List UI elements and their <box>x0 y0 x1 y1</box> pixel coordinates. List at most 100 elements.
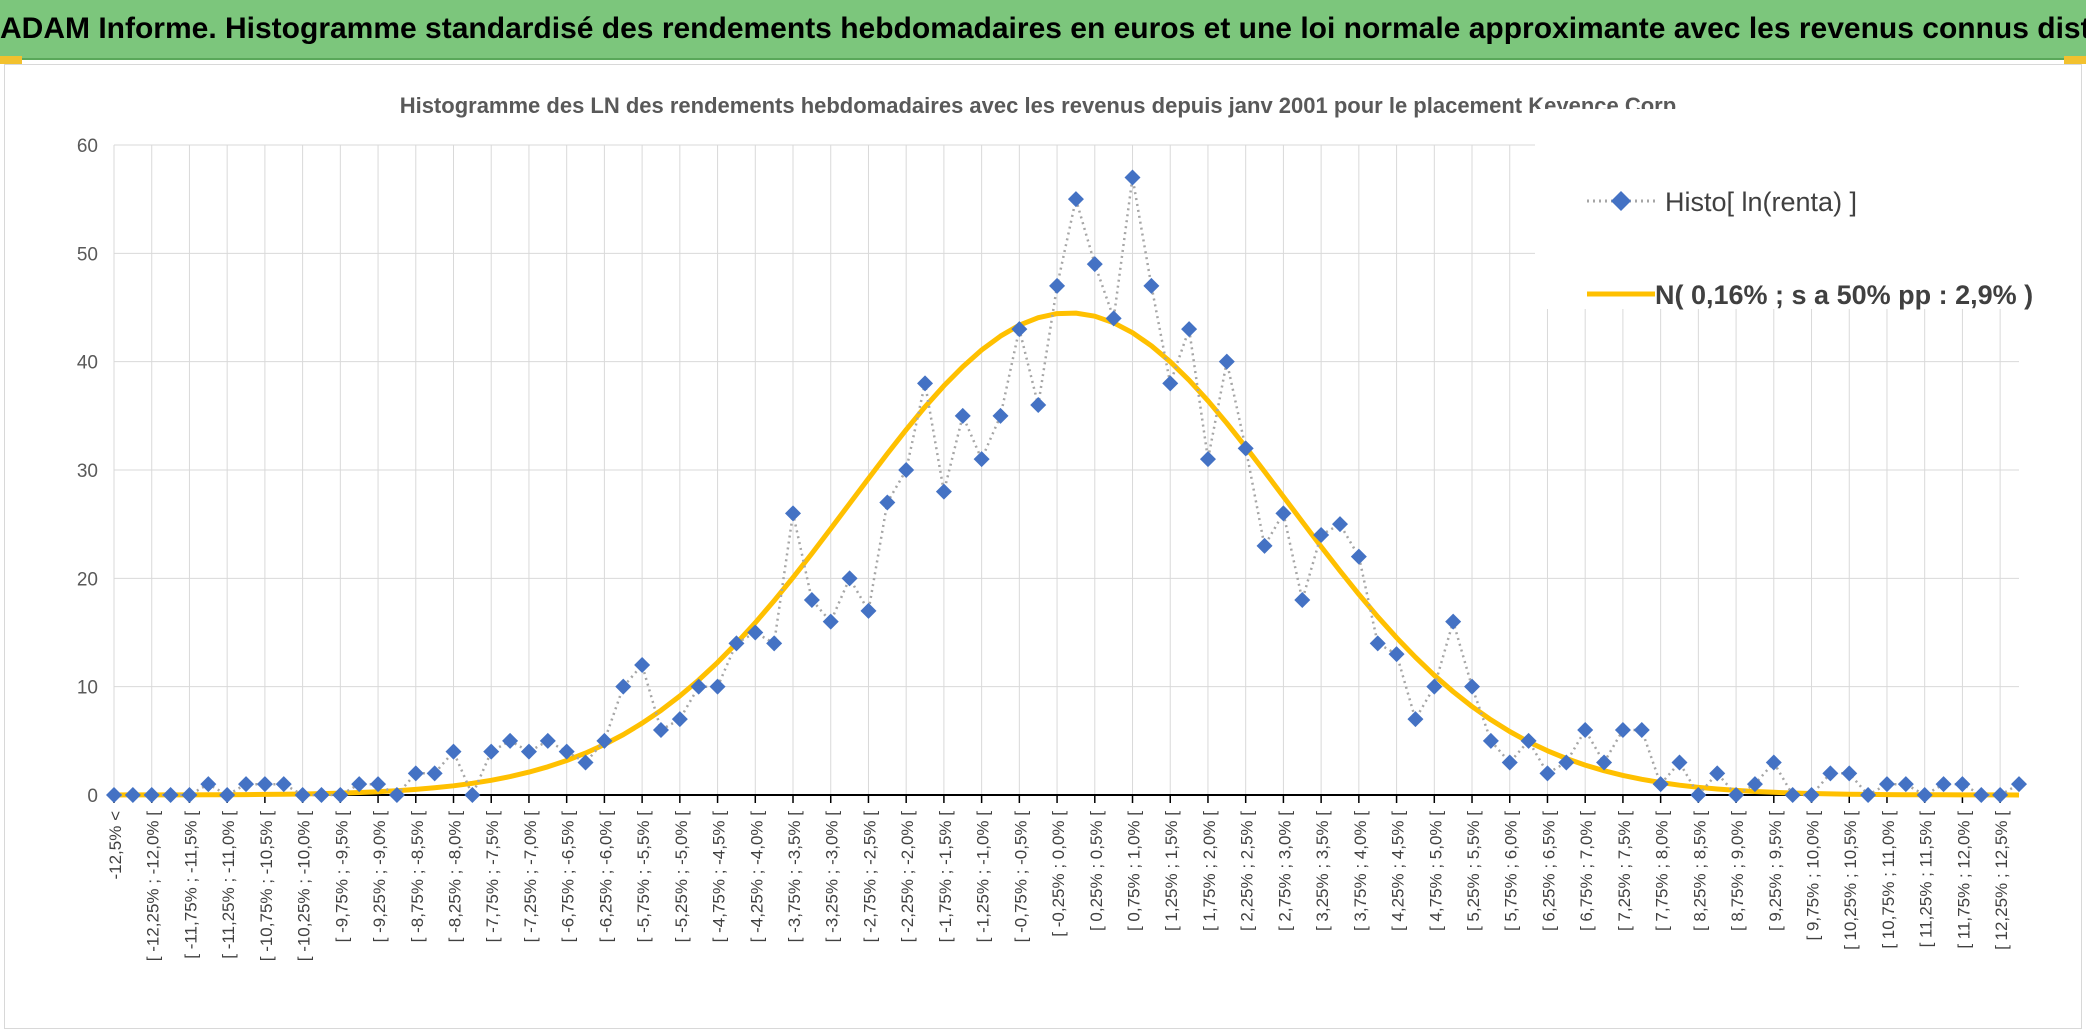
histogram-point <box>256 776 273 793</box>
histogram-point <box>1162 375 1179 392</box>
chart-title: Histogramme des LN des rendements hebdom… <box>400 93 1683 118</box>
histogram-point <box>464 787 481 803</box>
x-tick-label: [ -0,75% ; -0,5% [ <box>1011 811 1030 943</box>
x-tick-label: [ -11,25% ; -11,0% [ <box>219 811 238 959</box>
series-histogram <box>106 169 2027 803</box>
x-tick-label: -12,5% < <box>106 811 125 880</box>
histogram-point <box>143 787 160 803</box>
histogram-point <box>690 678 707 695</box>
histogram-point <box>1086 256 1103 273</box>
x-tick-label: [ 2,75% ; 3,0% [ <box>1275 811 1294 931</box>
x-tick-label: [ -10,25% ; -10,0% [ <box>295 811 314 962</box>
x-tick-label: [ -4,75% ; -4,5% [ <box>710 811 729 943</box>
histogram-point <box>181 787 198 803</box>
x-tick-label: [ 6,25% ; 6,5% [ <box>1539 811 1558 931</box>
y-tick-label: 40 <box>77 353 98 374</box>
x-tick-label: [ -8,75% ; -8,5% [ <box>408 811 427 943</box>
legend-normal-label: N( 0,16% ; s a 50% pp : 2,9% ) <box>1655 280 2033 310</box>
histogram-point <box>709 678 726 695</box>
histogram-point <box>106 787 122 803</box>
x-tick-label: [ -6,25% ; -6,0% [ <box>596 811 615 943</box>
histogram-point <box>483 743 500 760</box>
histogram-point <box>1916 787 1933 803</box>
report-title: ADAM Informe. Histogramme standardisé de… <box>0 12 2086 45</box>
histogram-point <box>1954 776 1971 793</box>
histogram-point <box>1992 787 2009 803</box>
histogram-point <box>973 451 990 468</box>
histogram-point <box>520 743 537 760</box>
histogram-point <box>1652 776 1669 793</box>
chart-frame: Histogramme des LN des rendements hebdom… <box>4 64 2082 1029</box>
x-tick-label: [ 1,75% ; 2,0% [ <box>1200 811 1219 931</box>
histogram-point <box>1407 711 1424 728</box>
x-tick-label: [ 10,75% ; 11,0% [ <box>1879 811 1898 949</box>
histogram-point <box>917 375 934 392</box>
legend-histo-marker <box>1611 191 1631 211</box>
x-tick-label: [ -3,25% ; -3,0% [ <box>823 811 842 943</box>
histogram-point <box>539 732 556 749</box>
x-tick-label: [ 11,25% ; 11,5% [ <box>1917 811 1936 948</box>
legend-histo-label: Histo[ ln(renta) ] <box>1665 187 1857 217</box>
histogram-point <box>1577 722 1594 738</box>
histogram-point <box>1878 776 1895 793</box>
x-tick-label: [ -9,25% ; -9,0% [ <box>370 811 389 943</box>
x-tick-label: [ 10,25% ; 10,5% [ <box>1841 811 1860 950</box>
y-tick-label: 0 <box>87 786 98 807</box>
histogram-point <box>558 743 575 760</box>
x-tick-label: [ 0,25% ; 0,5% [ <box>1087 811 1106 931</box>
histogram-point <box>1464 678 1481 695</box>
histogram-point <box>1501 754 1518 771</box>
histogram-point <box>219 787 236 803</box>
x-tick-label: [ -12,25% ; -12,0% [ <box>144 811 163 962</box>
histogram-point <box>407 765 424 782</box>
x-axis-tick-labels: -12,5% < [ -12,25% ; -12,0% [[ -11,75% ; … <box>106 811 2011 962</box>
histogram-point <box>124 787 141 803</box>
histogram-point <box>1558 754 1575 771</box>
histogram-point <box>1030 397 1047 413</box>
histogram-point <box>1105 310 1122 327</box>
histogram-point <box>1803 787 1820 803</box>
chart-legend: Histo[ ln(renta) ] N( 0,16% ; s a 50% pp… <box>1535 109 2075 310</box>
y-tick-label: 60 <box>77 136 98 157</box>
histogram-point <box>766 635 783 652</box>
report-banner: ADAM Informe. Histogramme standardisé de… <box>0 0 2086 64</box>
histogram-point <box>1973 787 1990 803</box>
x-tick-label: [ -4,25% ; -4,0% [ <box>747 811 766 943</box>
histogram-point <box>1822 765 1839 782</box>
histogram-point <box>1633 722 1650 738</box>
histogram-point <box>954 407 971 424</box>
histogram-point <box>1784 787 1801 803</box>
histogram-point <box>1765 754 1782 771</box>
x-tick-label: [ -0,25% ; 0,0% [ <box>1049 811 1068 937</box>
x-tick-label: [ 8,75% ; 9,0% [ <box>1728 811 1747 931</box>
x-tick-label: [ 4,25% ; 4,5% [ <box>1389 811 1408 931</box>
x-tick-label: [ 3,25% ; 3,5% [ <box>1313 811 1332 931</box>
x-tick-label: [ 12,25% ; 12,5% [ <box>1992 811 2011 950</box>
histogram-point <box>370 776 387 793</box>
histogram-point <box>728 635 745 652</box>
histogram-point <box>1369 635 1386 652</box>
histogram-point <box>1709 765 1726 782</box>
histogram-point <box>1671 754 1688 771</box>
x-tick-label: [ 7,75% ; 8,0% [ <box>1653 811 1672 931</box>
histogram-point <box>1275 505 1292 522</box>
x-tick-label: [ 2,25% ; 2,5% [ <box>1238 811 1257 931</box>
x-tick-label: [ -5,25% ; -5,0% [ <box>672 811 691 943</box>
histogram-chart: Histogramme des LN des rendements hebdom… <box>77 93 2075 962</box>
x-tick-label: [ -2,75% ; -2,5% [ <box>860 811 879 943</box>
y-tick-label: 30 <box>77 461 98 482</box>
histogram-point <box>935 483 952 500</box>
histogram-point <box>1539 765 1556 782</box>
histogram-point <box>1011 321 1028 338</box>
histogram-point <box>1049 277 1066 294</box>
x-tick-label: [ 9,75% ; 10,0% [ <box>1804 811 1823 941</box>
histogram-point <box>652 722 669 738</box>
histogram-point <box>294 787 311 803</box>
histogram-point <box>822 613 839 630</box>
histogram-point <box>1614 722 1631 738</box>
histogram-point <box>200 776 217 793</box>
histogram-point <box>1388 646 1405 663</box>
histogram-point <box>332 787 349 803</box>
histogram-point <box>1841 765 1858 782</box>
x-tick-label: [ 11,75% ; 12,0% [ <box>1954 811 1973 949</box>
